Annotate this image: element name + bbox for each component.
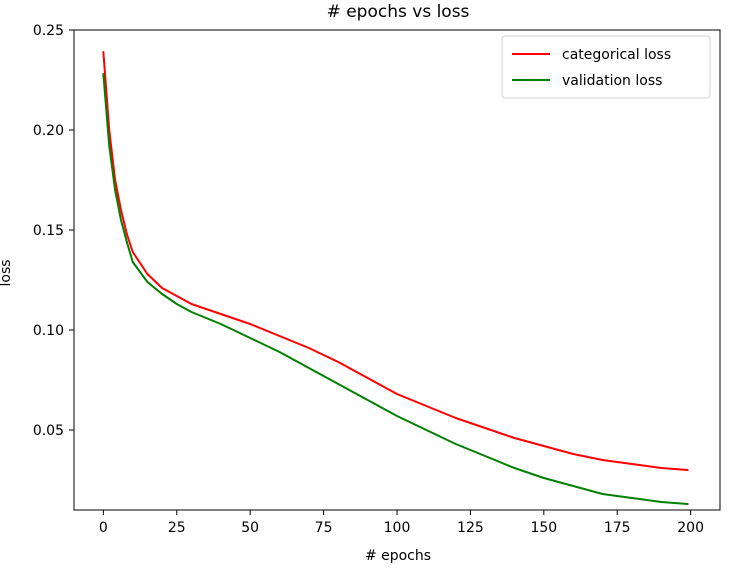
- x-tick-label: 200: [677, 520, 704, 536]
- chart-title: # epochs vs loss: [327, 2, 470, 22]
- y-tick-label: 0.20: [33, 123, 64, 139]
- plot-frame: [73, 29, 721, 511]
- legend-box: [501, 35, 711, 99]
- categorical-loss-line: [102, 51, 689, 471]
- y-tick-label: 0.10: [33, 323, 64, 339]
- validation-loss-line: [102, 73, 689, 505]
- x-axis-label: # epochs: [365, 548, 431, 564]
- legend-label: validation loss: [562, 73, 662, 89]
- x-tick-label: 25: [168, 520, 186, 536]
- plot-layer: 0 25 50 75 100 125 150 175 200 0.05 0.10 0.15 0.20 0.…: [33, 23, 721, 536]
- y-axis-label: loss: [0, 259, 14, 286]
- x-tick-label: 100: [384, 520, 411, 536]
- legend: categorical loss validation loss: [501, 35, 711, 99]
- x-tick-label: 0: [99, 520, 108, 536]
- y-tick-label: 0.15: [33, 223, 64, 239]
- y-tick-label: 0.05: [33, 423, 64, 439]
- legend-label: categorical loss: [562, 47, 671, 63]
- y-tick-label: 0.25: [33, 23, 64, 39]
- x-tick-label: 75: [315, 520, 333, 536]
- x-tick-label: 150: [530, 520, 557, 536]
- x-tick-label: 175: [604, 520, 631, 536]
- x-tick-label: 125: [457, 520, 484, 536]
- x-tick-label: 50: [241, 520, 259, 536]
